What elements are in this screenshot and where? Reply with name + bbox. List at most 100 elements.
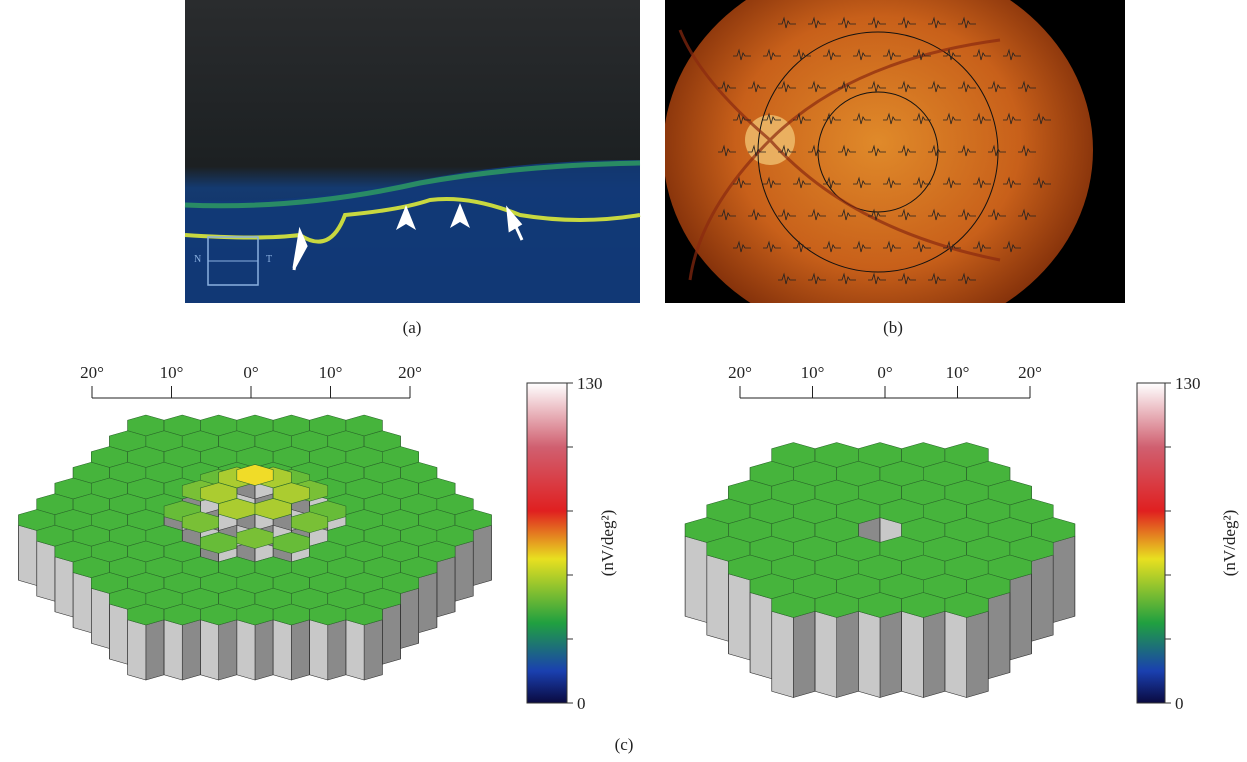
waveform (988, 80, 1006, 93)
prism-side (858, 610, 881, 698)
waveform (838, 16, 856, 29)
prism-top (345, 603, 383, 626)
scale-label: 10° (160, 363, 184, 382)
waveform (838, 272, 856, 285)
waveform (868, 80, 886, 93)
waveform (973, 48, 991, 61)
prism-top (236, 464, 274, 486)
waveform (793, 240, 811, 253)
prism-side (72, 572, 92, 634)
waveform (973, 176, 991, 189)
waveform (823, 112, 841, 125)
prism-side (363, 619, 383, 681)
waveform (793, 112, 811, 125)
prism-side (836, 610, 859, 698)
waveform (748, 80, 766, 93)
panel-label: (c) (615, 735, 634, 754)
scale-label: 20° (728, 363, 752, 382)
waveform (808, 16, 826, 29)
waveform (778, 80, 796, 93)
prism-side (382, 603, 401, 665)
waveform (958, 80, 976, 93)
waveform (943, 176, 961, 189)
waveform (898, 208, 916, 221)
waveform (1018, 80, 1036, 93)
waveform (808, 144, 826, 157)
waveform (988, 208, 1006, 221)
colorbar-unit: (nV/deg²) (598, 510, 617, 576)
scale-label: 20° (80, 363, 104, 382)
waveform (928, 16, 946, 29)
colorbar-max: 130 (1175, 374, 1201, 393)
scale-label: 10° (319, 363, 343, 382)
prism-top (181, 511, 219, 534)
waveform (988, 144, 1006, 157)
waveform (883, 176, 901, 189)
waveform (1003, 176, 1021, 189)
waveform (718, 144, 736, 157)
prism-side (684, 535, 708, 623)
waveform (853, 176, 871, 189)
waveform (898, 16, 916, 29)
prism-side (987, 592, 1011, 680)
waveform (793, 48, 811, 61)
colorbar (1136, 382, 1166, 704)
waveform (943, 112, 961, 125)
prism-side (54, 556, 74, 618)
prism-side (418, 572, 438, 634)
prism-side (454, 540, 474, 602)
image-label: T (266, 254, 272, 265)
waveform (973, 112, 991, 125)
colorbar-min: 0 (577, 694, 586, 713)
waveform (883, 240, 901, 253)
waveform (838, 144, 856, 157)
waveform (958, 16, 976, 29)
prism-side (272, 619, 292, 681)
colorbar (526, 382, 568, 704)
waveform (808, 272, 826, 285)
prism-top (236, 527, 274, 549)
prism-side (345, 619, 365, 681)
colorbar-max: 130 (577, 374, 603, 393)
waveform (838, 80, 856, 93)
waveform (868, 208, 886, 221)
waveform (733, 240, 751, 253)
waveform (808, 80, 826, 93)
scale-label: 0° (877, 363, 892, 382)
waveform (778, 144, 796, 157)
waveform (928, 144, 946, 157)
image-label: N (194, 254, 201, 265)
waveform (898, 272, 916, 285)
prism-side (966, 610, 989, 698)
prism-side (1009, 573, 1032, 661)
prism-side (944, 610, 967, 698)
waveform (793, 176, 811, 189)
waveform (928, 272, 946, 285)
waveform (868, 16, 886, 29)
prism-side (901, 610, 924, 698)
prism-side (200, 619, 219, 681)
prism-side (127, 619, 147, 681)
waveform (1003, 240, 1021, 253)
waveform (958, 144, 976, 157)
fundus-image (665, 0, 1125, 303)
waveform (838, 208, 856, 221)
prism-side (291, 619, 310, 681)
waveform (913, 112, 931, 125)
prism-side (254, 619, 274, 681)
waveform (898, 144, 916, 157)
scale-label: 10° (946, 363, 970, 382)
waveform (898, 80, 916, 93)
prism-side (793, 610, 816, 698)
waveform (958, 272, 976, 285)
prism-side (879, 610, 902, 698)
scale-label: 0° (243, 363, 258, 382)
waveform (763, 48, 781, 61)
waveform (883, 48, 901, 61)
waveform (778, 16, 796, 29)
waveform (943, 48, 961, 61)
waveform (778, 208, 796, 221)
prism-side (181, 619, 201, 681)
prism-side (163, 619, 183, 681)
